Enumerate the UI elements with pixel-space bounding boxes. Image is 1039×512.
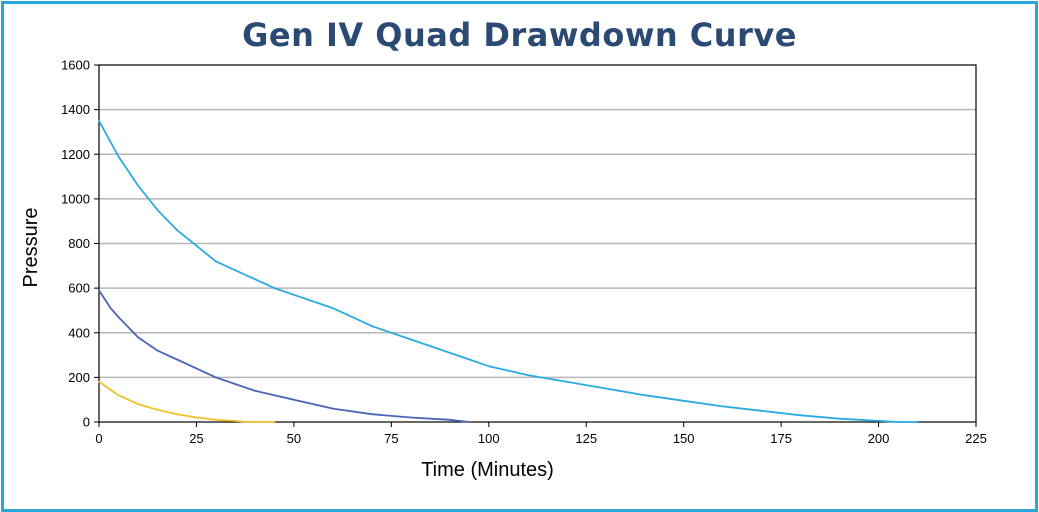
data-point <box>293 398 295 401</box>
data-point <box>98 380 100 383</box>
x-tick-label: 75 <box>384 431 398 446</box>
data-point <box>293 293 295 296</box>
x-tick-label: 150 <box>673 431 695 446</box>
data-point <box>156 349 159 352</box>
data-point <box>370 413 373 416</box>
data-point <box>195 244 198 247</box>
x-axis-ticks: 0 25 50 75 100 125 150 175 200 225 <box>95 422 987 446</box>
data-point <box>254 278 256 281</box>
data-point <box>254 389 256 392</box>
data-point <box>246 421 249 423</box>
data-point <box>195 416 198 419</box>
y-tick-label: 600 <box>68 281 90 296</box>
x-tick-label: 50 <box>287 431 301 446</box>
data-point <box>98 119 100 122</box>
y-tick-label: 1600 <box>61 58 90 73</box>
data-point <box>273 287 276 289</box>
data-point <box>409 338 412 341</box>
data-point <box>137 184 139 187</box>
series-1 <box>98 119 919 423</box>
data-point <box>526 374 529 376</box>
data-point <box>390 331 393 334</box>
y-tick-label: 1000 <box>61 191 90 206</box>
data-point <box>468 421 471 423</box>
data-point <box>332 307 334 310</box>
data-point <box>468 358 471 361</box>
y-axis-ticks: 0 200 400 600 800 1000 1200 1400 1600 <box>61 58 99 430</box>
data-point <box>176 358 178 361</box>
data-point <box>838 417 841 420</box>
chart-title: Gen IV Quad Drawdown Curve <box>242 16 797 54</box>
x-tick-label: 100 <box>478 431 500 446</box>
grid-layer <box>99 108 976 379</box>
data-point <box>156 408 159 411</box>
data-point <box>156 209 159 211</box>
data-point <box>176 413 178 416</box>
data-point <box>370 325 373 327</box>
series-3 <box>98 380 276 423</box>
y-tick-label: 1400 <box>61 102 90 117</box>
data-point <box>721 405 724 408</box>
x-tick-label: 25 <box>189 431 203 446</box>
y-tick-label: 0 <box>83 415 90 430</box>
data-point <box>137 403 139 405</box>
data-point <box>215 260 217 263</box>
data-point <box>643 394 646 397</box>
data-point <box>137 336 139 339</box>
data-point <box>429 345 432 347</box>
data-point <box>897 421 899 423</box>
data-point <box>195 367 198 370</box>
data-point <box>604 387 607 390</box>
y-tick-label: 1200 <box>61 147 90 162</box>
y-tick-label: 200 <box>68 370 90 385</box>
data-point <box>117 155 120 158</box>
data-point <box>117 394 120 397</box>
data-point <box>234 383 237 385</box>
data-point <box>176 229 178 232</box>
series-2 <box>98 289 471 423</box>
x-tick-label: 0 <box>95 431 102 446</box>
y-axis-label: Pressure <box>20 207 42 287</box>
data-point <box>799 414 802 417</box>
x-tick-label: 125 <box>575 431 597 446</box>
y-tick-label: 400 <box>68 325 90 340</box>
data-point <box>215 418 217 421</box>
x-axis-label: Time (Minutes) <box>421 459 554 481</box>
data-point <box>312 300 315 303</box>
data-point <box>487 365 490 368</box>
data-point <box>448 351 451 354</box>
data-point <box>351 316 354 318</box>
data-point <box>117 316 120 318</box>
x-tick-label: 225 <box>965 431 987 446</box>
series-line <box>98 289 470 423</box>
data-point <box>448 418 451 421</box>
series-layer <box>98 119 919 423</box>
data-point <box>760 409 763 412</box>
data-point <box>109 307 112 310</box>
data-point <box>409 416 412 419</box>
x-tick-label: 200 <box>868 431 890 446</box>
x-tick-label: 175 <box>770 431 792 446</box>
y-tick-label: 800 <box>68 236 90 251</box>
series-line <box>98 381 275 423</box>
data-point <box>565 380 568 383</box>
data-point <box>98 289 100 292</box>
data-point <box>877 420 880 422</box>
data-point <box>234 420 237 422</box>
data-point <box>273 421 276 423</box>
data-point <box>234 269 237 272</box>
data-point <box>215 376 217 379</box>
data-point <box>916 421 919 423</box>
data-point <box>332 407 334 410</box>
data-point <box>682 399 685 402</box>
